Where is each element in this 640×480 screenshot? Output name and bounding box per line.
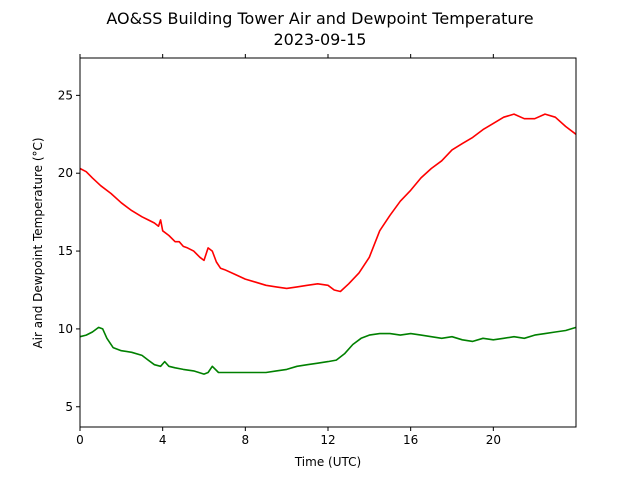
- x-tick-label: 4: [159, 433, 167, 447]
- plot-area-frame: [79, 57, 577, 428]
- series-line-2: [79, 326, 577, 375]
- y-tick-label: 15: [58, 244, 73, 258]
- x-tick-label: 20: [486, 433, 501, 447]
- x-tick-label: 0: [76, 433, 84, 447]
- x-tick-label: 12: [320, 433, 335, 447]
- y-tick-label: 20: [58, 166, 73, 180]
- y-tick-label: 25: [58, 88, 73, 102]
- x-axis-label: Time (UTC): [294, 455, 361, 469]
- y-tick-label: 10: [58, 322, 73, 336]
- chart-subtitle: 2023-09-15: [274, 30, 367, 49]
- y-axis-ticks: 5 10 15 20 25: [58, 88, 80, 414]
- x-tick-label: 16: [403, 433, 418, 447]
- x-tick-label: 8: [242, 433, 250, 447]
- plot-lines: [79, 113, 577, 375]
- y-tick-label: 5: [65, 400, 73, 414]
- series-line-1: [79, 113, 577, 293]
- y-axis-label: Air and Dewpoint Temperature (°C): [31, 137, 45, 348]
- x-axis-ticks: 0 4 8 12 16 20: [76, 54, 501, 447]
- chart-title: AO&SS Building Tower Air and Dewpoint Te…: [106, 9, 533, 28]
